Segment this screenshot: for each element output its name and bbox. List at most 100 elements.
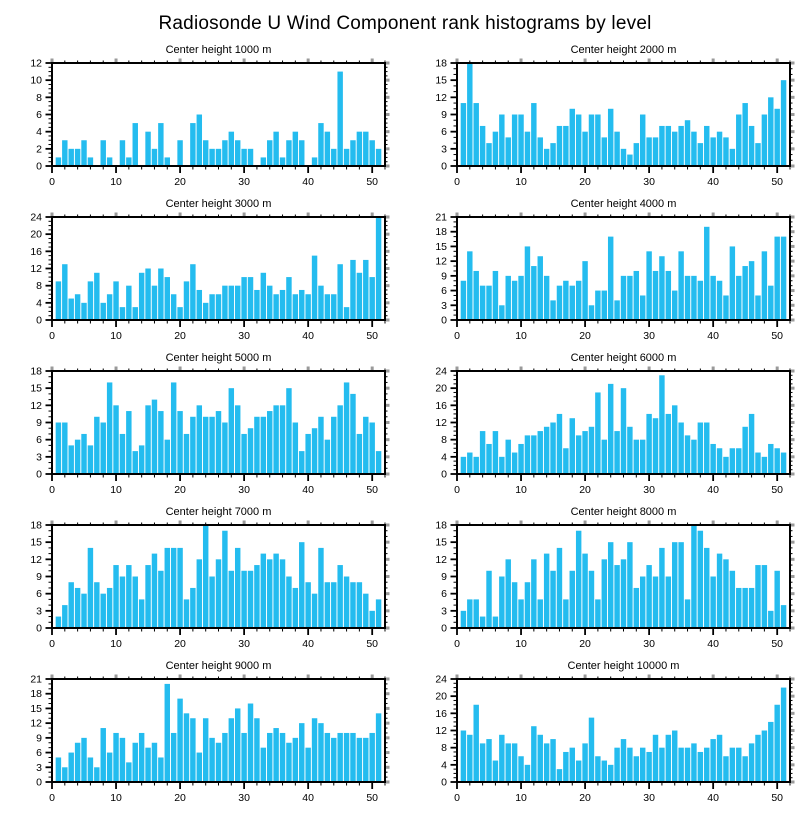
histogram-bar — [331, 582, 337, 628]
histogram-bar — [273, 294, 279, 320]
chart-canvas-center-height-9000-m: 0 10 20 30 40 50 0 3 6 9 12 15 18 21 — [30, 674, 390, 804]
histogram-bar — [55, 616, 62, 628]
histogram-bar — [337, 264, 343, 320]
histogram-bar — [691, 525, 697, 628]
histogram-bar — [774, 570, 780, 628]
histogram-bar — [729, 448, 736, 474]
histogram-bar — [331, 148, 337, 166]
histogram-bar — [531, 266, 537, 320]
histogram-bar — [196, 289, 203, 320]
histogram-bar — [575, 530, 582, 628]
histogram-bar — [318, 416, 324, 474]
histogram-bar — [479, 285, 486, 320]
histogram-bar — [511, 114, 518, 166]
histogram-bar — [575, 280, 582, 320]
histogram-bar — [607, 542, 614, 628]
histogram-bar — [543, 743, 550, 783]
histogram-bar — [748, 587, 755, 628]
panel-title: Center height 6000 m — [570, 352, 677, 364]
histogram-bar — [62, 422, 68, 474]
x-tick-label: 50 — [366, 484, 378, 496]
histogram-bar — [247, 428, 254, 474]
histogram-bar — [311, 428, 318, 474]
x-tick-label: 20 — [174, 176, 186, 188]
histogram-bar — [614, 565, 620, 628]
histogram-bar — [537, 137, 543, 166]
histogram-bar — [761, 251, 768, 320]
histogram-bar — [94, 416, 100, 474]
histogram-bar — [588, 114, 595, 166]
x-tick-label: 10 — [515, 792, 527, 804]
chart-canvas-center-height-10000-m: 0 10 20 30 40 50 0 4 8 12 16 20 24 — [435, 674, 795, 804]
histogram-bar — [569, 747, 575, 782]
x-tick-label: 30 — [238, 484, 250, 496]
x-tick-label: 40 — [707, 484, 719, 496]
y-tick-label: 6 — [36, 747, 42, 759]
histogram-bar — [543, 426, 550, 474]
plot-frame — [51, 216, 386, 321]
histogram-bar — [369, 422, 375, 474]
histogram-bar — [222, 530, 228, 628]
histogram-bar — [768, 443, 774, 474]
histogram-bar — [241, 433, 247, 474]
histogram-bar — [267, 559, 273, 628]
histogram-bar — [292, 294, 299, 320]
histogram-bar — [228, 285, 235, 320]
histogram-bar — [492, 760, 499, 782]
histogram-bar — [499, 576, 505, 628]
y-tick-label: 12 — [30, 718, 42, 730]
x-tick-label: 10 — [110, 638, 122, 650]
y-tick-label: 16 — [435, 400, 447, 412]
histogram-bar — [62, 140, 68, 166]
histogram-bar — [196, 114, 203, 166]
x-tick-label: 30 — [643, 484, 655, 496]
histogram-bar — [87, 157, 94, 166]
histogram-bar — [100, 728, 106, 782]
panel-title: Center height 9000 m — [165, 660, 272, 672]
histogram-bar — [100, 302, 106, 320]
histogram-bar — [716, 553, 723, 628]
histogram-bar — [697, 422, 704, 474]
histogram-bar — [780, 605, 787, 628]
histogram-bar — [356, 433, 363, 474]
histogram-bar — [113, 405, 119, 474]
panel-title: Center height 10000 m — [567, 660, 680, 672]
histogram-bar — [716, 734, 723, 782]
y-tick-label: 0 — [36, 469, 42, 481]
histogram-bar — [222, 732, 228, 782]
histogram-bar — [356, 272, 363, 320]
plot-frame — [51, 62, 386, 167]
histogram-bar — [460, 103, 467, 166]
histogram-bar — [768, 721, 774, 782]
histogram-bar — [202, 140, 209, 166]
histogram-bar — [473, 270, 479, 320]
histogram-bar — [55, 157, 62, 166]
x-tick-label: 50 — [366, 330, 378, 342]
histogram-bar — [774, 236, 780, 320]
histogram-bar — [550, 570, 556, 628]
y-tick-label: 15 — [30, 537, 42, 549]
plot-frame — [456, 216, 791, 321]
histogram-bar — [299, 140, 305, 166]
histogram-bar — [723, 456, 729, 474]
histogram-bar — [780, 80, 787, 166]
x-tick-label: 40 — [302, 176, 314, 188]
histogram-bar — [62, 605, 68, 628]
x-tick-label: 20 — [174, 330, 186, 342]
histogram-bar — [234, 405, 241, 474]
histogram-bar — [100, 422, 106, 474]
histogram-bar — [305, 582, 311, 628]
histogram-bar — [633, 756, 640, 782]
y-tick-label: 0 — [441, 315, 447, 327]
histogram-bar — [292, 131, 299, 166]
histogram-bar — [279, 157, 286, 166]
histogram-bar — [575, 760, 582, 782]
histogram-bar — [228, 131, 235, 166]
histogram-bar — [369, 140, 375, 166]
x-tick-label: 40 — [707, 792, 719, 804]
histogram-bar — [524, 435, 531, 475]
histogram-bar — [94, 582, 100, 628]
histogram-bar — [151, 399, 158, 474]
histogram-bar — [222, 422, 228, 474]
histogram-bar — [511, 582, 518, 628]
